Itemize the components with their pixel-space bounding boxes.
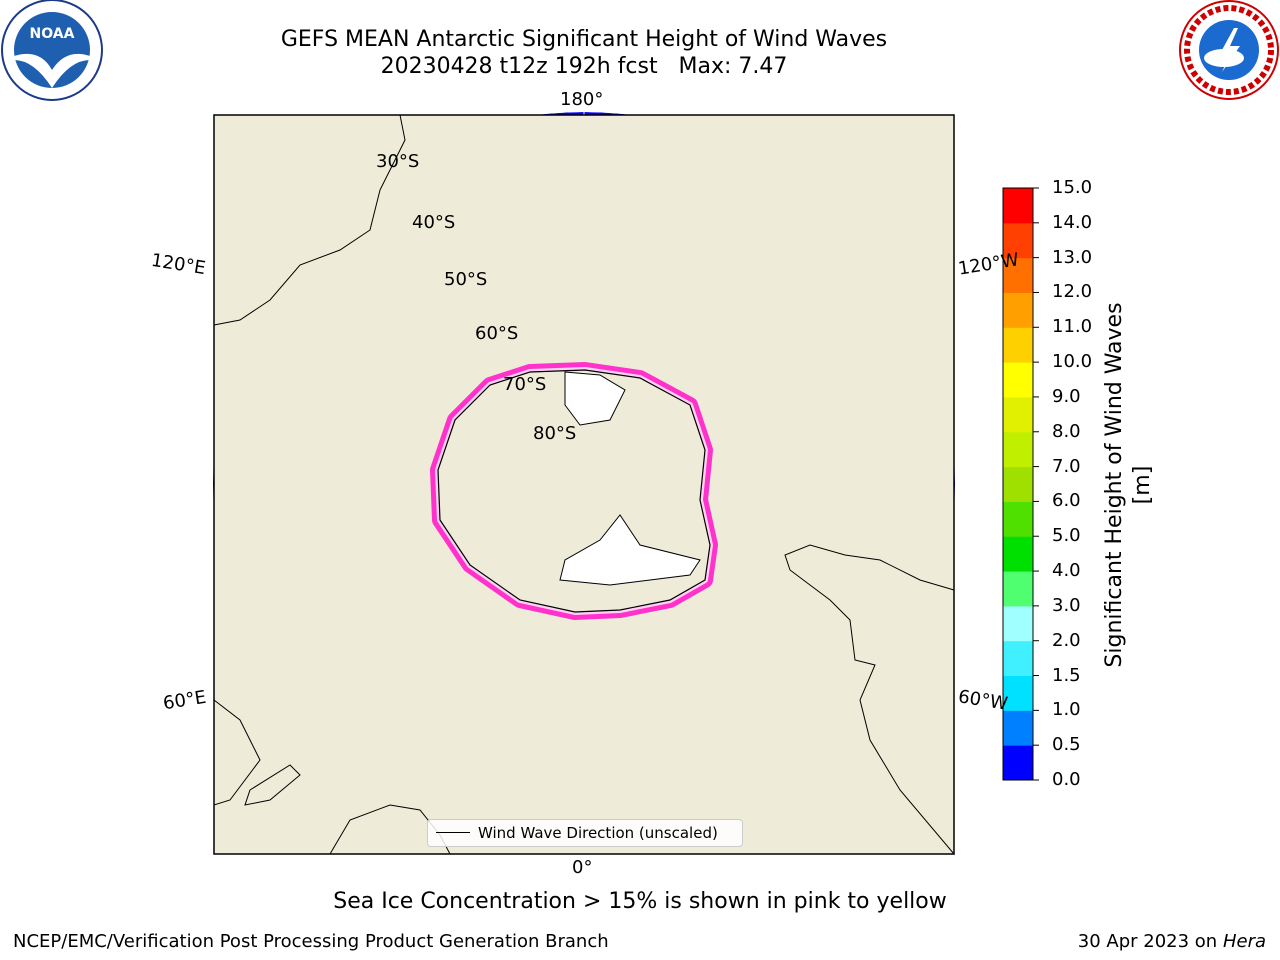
colorbar-tick-label: 15.0 [1052, 177, 1093, 198]
madagascar-landmass [244, 764, 301, 806]
map-subtitle: 20230428 t12z 192h fcst Max: 7.47 [380, 54, 788, 79]
lat-label-60s: 60°S [475, 323, 519, 344]
colorbar-swatch-2 [1003, 675, 1033, 711]
colorbar-label: Significant Height of Wind Waves [m] [1102, 302, 1155, 668]
lat-label-70s: 70°S [503, 374, 547, 395]
colorbar-tick-label: 1.0 [1052, 699, 1081, 721]
colorbar-tick-label: 11.0 [1052, 316, 1093, 338]
colorbar-tick-label: 14.0 [1052, 211, 1093, 233]
colorbar-swatch-13 [1003, 292, 1033, 328]
map-frame [213, 114, 955, 855]
australia-landmass [213, 114, 406, 326]
legend-label: Wind Wave Direction (unscaled) [478, 824, 718, 842]
lat-label-50s: 50°S [444, 269, 488, 290]
ross-ice-shelf [564, 371, 626, 426]
lat-label-40s: 40°S [412, 212, 456, 233]
footer-host: Hera [1222, 931, 1266, 952]
ronne-ice-shelf [559, 514, 701, 586]
colorbar-tick-label: 1.5 [1052, 664, 1081, 686]
nws-logo [1178, 0, 1280, 102]
sea-ice-note: Sea Ice Concentration > 15% is shown in … [333, 889, 947, 914]
colorbar-swatch-7 [1003, 501, 1033, 537]
colorbar-swatch-8 [1003, 466, 1033, 502]
colorbar-tick-label: 2.0 [1052, 629, 1081, 651]
colorbar-tick-label: 13.0 [1052, 246, 1093, 268]
colorbar-tick-label: 7.0 [1052, 455, 1081, 477]
colorbar-tick-label: 0.5 [1052, 734, 1081, 756]
colorbar [1002, 187, 1039, 781]
noaa-logo: NOAA [0, 0, 104, 104]
map-legend: Wind Wave Direction (unscaled) [427, 819, 743, 847]
colorbar-frame [1002, 187, 1034, 781]
lon-label-180: 180° [560, 89, 604, 110]
colorbar-swatch-5 [1003, 571, 1033, 607]
colorbar-swatch-6 [1003, 536, 1033, 572]
colorbar-tick-label: 10.0 [1052, 351, 1093, 373]
colorbar-swatch-0 [1003, 745, 1033, 781]
colorbar-tick-label: 6.0 [1052, 490, 1081, 512]
colorbar-tick-label: 8.0 [1052, 420, 1081, 442]
colorbar-swatch-11 [1003, 362, 1033, 398]
south-america-landmass [784, 544, 955, 856]
colorbar-tick-label: 4.0 [1052, 560, 1081, 582]
colorbar-swatch-3 [1003, 640, 1033, 677]
footer-right: 30 Apr 2023 on Hera [1078, 931, 1266, 952]
colorbar-swatch-14 [1003, 257, 1033, 293]
colorbar-swatch-10 [1003, 396, 1033, 433]
colorbar-swatch-1 [1003, 710, 1033, 746]
legend-line-swatch [436, 832, 470, 833]
colorbar-tick-label: 12.0 [1052, 281, 1093, 303]
colorbar-tick-label: 5.0 [1052, 525, 1081, 547]
footer-date: 30 Apr 2023 on [1077, 931, 1223, 952]
lat-label-30s: 30°S [376, 151, 420, 172]
lon-label-0: 0° [572, 857, 593, 878]
lat-label-80s: 80°S [533, 423, 577, 444]
colorbar-tick-label: 0.0 [1052, 769, 1081, 790]
colorbar-tick-label: 3.0 [1052, 594, 1081, 616]
colorbar-swatch-16 [1003, 188, 1033, 224]
map-title: GEFS MEAN Antarctic Significant Height o… [280, 27, 888, 52]
colorbar-tick-label: 9.0 [1052, 385, 1081, 407]
colorbar-swatch-4 [1003, 605, 1033, 642]
colorbar-swatch-12 [1003, 327, 1033, 363]
footer-left: NCEP/EMC/Verification Post Processing Pr… [13, 931, 609, 952]
colorbar-swatch-9 [1003, 431, 1033, 468]
colorbar-swatch-15 [1003, 222, 1033, 259]
noaa-logo-text: NOAA [30, 26, 75, 42]
